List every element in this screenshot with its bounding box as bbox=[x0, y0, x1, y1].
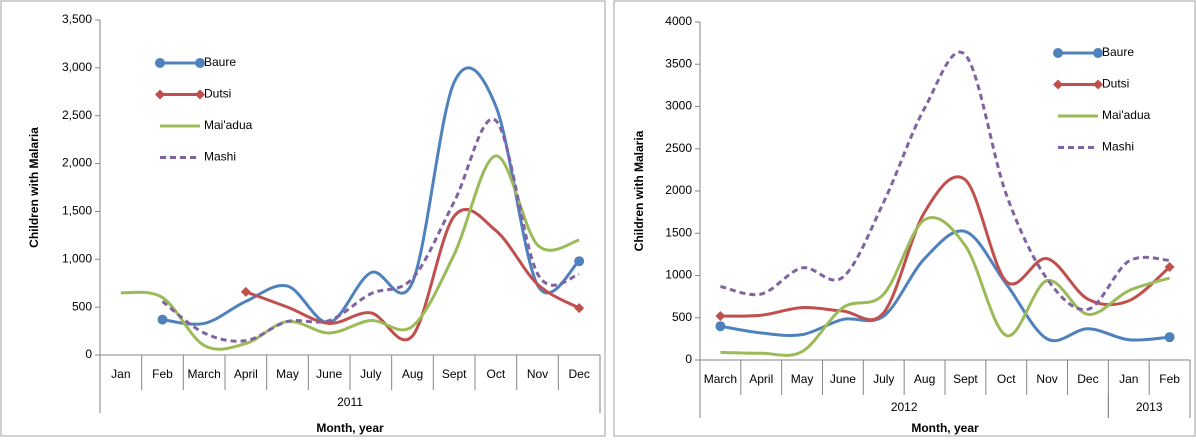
legend-label: Mai'adua bbox=[1102, 108, 1151, 122]
x-tick-label: March bbox=[187, 367, 220, 381]
data-point bbox=[715, 321, 726, 332]
data-point bbox=[1164, 332, 1175, 343]
data-point bbox=[715, 311, 726, 322]
legend-marker bbox=[1053, 48, 1063, 58]
y-tick-label: 2500 bbox=[665, 141, 692, 155]
x-tick-label: July bbox=[360, 367, 381, 381]
series-line bbox=[120, 154, 580, 351]
x-axis-title: Month, year bbox=[911, 421, 979, 435]
x-tick-label: Nov bbox=[1036, 372, 1057, 386]
x-tick-label: Sept bbox=[442, 367, 467, 381]
x-tick-label: May bbox=[276, 367, 299, 381]
y-tick-label: 2000 bbox=[665, 183, 692, 197]
legend-marker bbox=[1093, 79, 1103, 90]
x-tick-label: Aug bbox=[914, 372, 935, 386]
chart-frame bbox=[613, 0, 1196, 437]
series-line bbox=[720, 50, 1170, 312]
y-tick-label: 1500 bbox=[665, 225, 692, 239]
x-tick-label: Oct bbox=[486, 367, 505, 381]
x-tick-label: Feb bbox=[1159, 372, 1180, 386]
legend-label: Dutsi bbox=[204, 87, 231, 101]
chart-frame bbox=[0, 0, 606, 437]
legend-marker bbox=[195, 89, 205, 100]
y-tick-label: 2,000 bbox=[62, 156, 92, 170]
y-tick-label: 3,500 bbox=[62, 12, 92, 26]
legend-label: Mashi bbox=[204, 150, 236, 164]
x-tick-label: Sept bbox=[953, 372, 978, 386]
y-tick-label: 2,500 bbox=[62, 108, 92, 122]
x-tick-label: Dec bbox=[1077, 372, 1098, 386]
y-tick-label: 1,000 bbox=[62, 251, 92, 265]
x-tick-label: Jan bbox=[1119, 372, 1138, 386]
x-tick-label: June bbox=[830, 372, 856, 386]
y-tick-label: 1000 bbox=[665, 268, 692, 282]
x-tick-label: June bbox=[316, 367, 342, 381]
legend-marker bbox=[195, 58, 205, 68]
y-tick-label: 0 bbox=[85, 347, 92, 361]
legend-label: Mashi bbox=[1102, 140, 1134, 154]
x-tick-label: July bbox=[873, 372, 894, 386]
y-tick-label: 500 bbox=[72, 299, 92, 313]
y-axis-title: Children with Malaria bbox=[632, 130, 646, 251]
y-tick-label: 500 bbox=[672, 310, 692, 324]
legend-label: Mai'adua bbox=[204, 118, 253, 132]
legend-label: Baure bbox=[1102, 45, 1134, 59]
x-tick-label: Jan bbox=[111, 367, 130, 381]
x-tick-label: April bbox=[749, 372, 773, 386]
series-line bbox=[245, 208, 580, 342]
data-point bbox=[240, 286, 251, 297]
data-point bbox=[574, 303, 585, 314]
x-axis-title: Month, year bbox=[316, 421, 384, 435]
y-tick-label: 1,500 bbox=[62, 204, 92, 218]
legend-marker bbox=[1093, 48, 1103, 58]
y-tick-label: 4000 bbox=[665, 14, 692, 28]
legend-marker bbox=[155, 58, 165, 68]
legend-label: Baure bbox=[204, 55, 236, 69]
x-tick-label: Dec bbox=[568, 367, 589, 381]
data-point bbox=[157, 314, 168, 325]
y-tick-label: 3500 bbox=[665, 56, 692, 70]
y-tick-label: 3000 bbox=[665, 99, 692, 113]
x-tick-label: Feb bbox=[152, 367, 173, 381]
y-axis-title: Children with Malaria bbox=[27, 127, 41, 248]
legend-marker bbox=[1053, 79, 1063, 90]
group-label: 2011 bbox=[337, 395, 363, 409]
y-tick-label: 0 bbox=[685, 352, 692, 366]
x-tick-label: Aug bbox=[402, 367, 423, 381]
series-line bbox=[720, 216, 1171, 357]
series-line bbox=[720, 229, 1170, 343]
group-label: 2012 bbox=[891, 400, 918, 414]
legend-label: Dutsi bbox=[1102, 77, 1129, 91]
series-line bbox=[720, 175, 1171, 322]
group-label: 2013 bbox=[1136, 400, 1163, 414]
data-point bbox=[1164, 262, 1175, 273]
x-tick-label: March bbox=[704, 372, 737, 386]
series-line bbox=[161, 117, 580, 343]
x-tick-label: May bbox=[791, 372, 814, 386]
data-point bbox=[574, 256, 585, 267]
x-tick-label: Oct bbox=[997, 372, 1016, 386]
y-tick-label: 3,000 bbox=[62, 60, 92, 74]
x-tick-label: Nov bbox=[527, 367, 548, 381]
legend-marker bbox=[155, 89, 165, 100]
x-tick-label: April bbox=[234, 367, 258, 381]
